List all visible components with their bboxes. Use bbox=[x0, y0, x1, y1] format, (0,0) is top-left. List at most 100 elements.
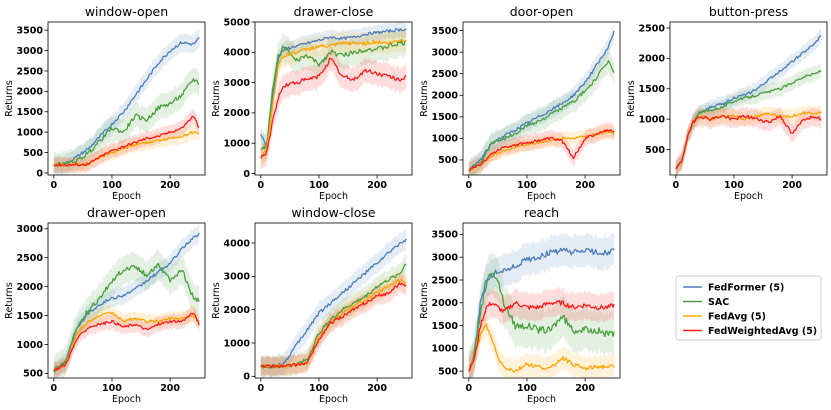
subplot-button-press: 0 100 200 500 1000 1500 2000 2500 button-press Ep… bbox=[626, 4, 828, 202]
axes-frame bbox=[462, 222, 621, 379]
y-tick-label: 2000 bbox=[224, 305, 251, 316]
y-tick-label: 1000 bbox=[224, 138, 251, 149]
series-line-SAC bbox=[468, 272, 615, 372]
y-axis-label: Returns bbox=[211, 282, 222, 319]
y-tick-label: 2500 bbox=[432, 69, 459, 80]
y-axis-label: Returns bbox=[4, 282, 15, 319]
y-tick-label: 2000 bbox=[432, 91, 459, 102]
legend-label: FedFormer (5) bbox=[708, 282, 784, 293]
series-line-SAC bbox=[468, 59, 615, 172]
series-line-FedWeightedAvg (5) bbox=[468, 129, 615, 172]
x-tick-label: 0 bbox=[466, 180, 473, 191]
plot-area bbox=[468, 22, 615, 175]
series-line-FedAvg (5) bbox=[53, 311, 200, 372]
series-band-FedFormer (5) bbox=[53, 224, 200, 378]
x-axis-label: Epoch bbox=[734, 191, 763, 202]
y-tick-label: 0 bbox=[36, 168, 43, 179]
y-tick-label: 2500 bbox=[639, 23, 666, 34]
series-band-SAC bbox=[53, 66, 200, 175]
subplot-door-open: 0 100 200 500 1000 1500 2000 2500 3000 3500 door-o… bbox=[419, 4, 621, 202]
series-line-FedWeightedAvg (5) bbox=[675, 114, 822, 170]
plot-area bbox=[260, 22, 407, 171]
series-band-FedFormer (5) bbox=[468, 22, 615, 175]
y-tick-label: 2000 bbox=[224, 108, 251, 119]
series-line-FedWeightedAvg (5) bbox=[260, 282, 407, 369]
x-tick-label: 200 bbox=[160, 180, 180, 191]
legend-label: FedAvg (5) bbox=[708, 311, 766, 322]
subplot-reach: 0 100 200 500 1000 1500 2000 2500 3000 3500 reach E… bbox=[419, 205, 621, 405]
x-axis-label: Epoch bbox=[112, 191, 141, 202]
axes-frame bbox=[462, 21, 621, 176]
y-tick-label: 2000 bbox=[17, 87, 44, 98]
series-band-FedWeightedAvg (5) bbox=[260, 46, 407, 171]
y-tick-label: 2000 bbox=[639, 54, 666, 65]
y-tick-label: 3000 bbox=[432, 47, 459, 58]
subplot-title: window-close bbox=[291, 205, 375, 220]
y-tick-label: 4000 bbox=[224, 48, 251, 59]
axes-frame bbox=[47, 21, 206, 176]
series-line-FedAvg (5) bbox=[468, 323, 615, 373]
y-tick-label: 3000 bbox=[432, 252, 459, 263]
x-tick-label: 0 bbox=[51, 180, 58, 191]
y-tick-label: 1500 bbox=[17, 107, 44, 118]
x-axis-label: Epoch bbox=[319, 394, 348, 405]
series-line-FedAvg (5) bbox=[53, 130, 200, 167]
plot-area bbox=[675, 28, 822, 175]
series-band-FedWeightedAvg (5) bbox=[53, 109, 200, 174]
x-axis-label: Epoch bbox=[112, 394, 141, 405]
y-tick-label: 1000 bbox=[639, 114, 666, 125]
y-axis-label: Returns bbox=[4, 80, 15, 117]
subplot-title: drawer-close bbox=[294, 4, 374, 19]
y-tick-label: 3500 bbox=[432, 230, 459, 241]
series-line-FedWeightedAvg (5) bbox=[468, 300, 615, 372]
subplot-drawer-open: 0 100 200 500 1000 1500 2000 2500 3000 drawer-ope… bbox=[4, 205, 206, 405]
x-tick-label: 0 bbox=[673, 180, 680, 191]
x-axis-label: Epoch bbox=[527, 394, 556, 405]
y-tick-label: 2000 bbox=[432, 298, 459, 309]
x-tick-label: 0 bbox=[258, 383, 265, 394]
series-band-FedAvg (5) bbox=[675, 104, 822, 175]
y-axis-label: Returns bbox=[419, 282, 430, 319]
x-tick-label: 0 bbox=[466, 383, 473, 394]
y-tick-label: 1000 bbox=[432, 344, 459, 355]
y-tick-label: 3000 bbox=[17, 46, 44, 57]
y-tick-label: 3000 bbox=[224, 272, 251, 283]
series-band-FedFormer (5) bbox=[675, 28, 822, 175]
y-tick-label: 500 bbox=[23, 148, 43, 159]
series-line-FedFormer (5) bbox=[260, 238, 407, 369]
x-tick-label: 0 bbox=[51, 383, 58, 394]
y-tick-label: 0 bbox=[243, 169, 250, 180]
series-line-FedWeightedAvg (5) bbox=[53, 115, 200, 167]
y-tick-label: 3500 bbox=[432, 26, 459, 37]
y-tick-label: 1000 bbox=[224, 338, 251, 349]
subplot-title: button-press bbox=[709, 4, 788, 19]
y-tick-label: 2000 bbox=[17, 282, 44, 293]
series-band-FedAvg (5) bbox=[468, 312, 615, 378]
series-band-FedWeightedAvg (5) bbox=[260, 273, 407, 378]
subplot-title: window-open bbox=[85, 4, 168, 19]
y-tick-label: 500 bbox=[438, 155, 458, 166]
y-tick-label: 1000 bbox=[17, 127, 44, 138]
series-band-FedFormer (5) bbox=[260, 22, 407, 154]
x-axis-label: Epoch bbox=[527, 191, 556, 202]
x-tick-label: 100 bbox=[102, 383, 122, 394]
y-tick-label: 500 bbox=[23, 369, 43, 380]
y-axis-label: Returns bbox=[419, 80, 430, 117]
subplot-drawer-close: 0 100 200010002000300040005000drawer-close… bbox=[211, 4, 413, 202]
subplot-title: door-open bbox=[510, 4, 574, 19]
y-tick-label: 1500 bbox=[17, 311, 44, 322]
y-tick-label: 3000 bbox=[224, 78, 251, 89]
series-band-FedWeightedAvg (5) bbox=[468, 121, 615, 175]
subplot-window-open: 0 100 2000500100015002000250030003500windo… bbox=[4, 4, 206, 202]
series-line-FedFormer (5) bbox=[468, 247, 615, 372]
x-tick-label: 200 bbox=[367, 383, 387, 394]
x-tick-label: 100 bbox=[309, 383, 329, 394]
x-axis-label: Epoch bbox=[319, 191, 348, 202]
y-tick-label: 4000 bbox=[224, 238, 251, 249]
series-line-FedFormer (5) bbox=[53, 36, 200, 166]
y-tick-label: 2500 bbox=[17, 66, 44, 77]
series-band-SAC bbox=[53, 249, 200, 378]
y-tick-label: 500 bbox=[645, 145, 665, 156]
x-tick-label: 100 bbox=[517, 383, 537, 394]
